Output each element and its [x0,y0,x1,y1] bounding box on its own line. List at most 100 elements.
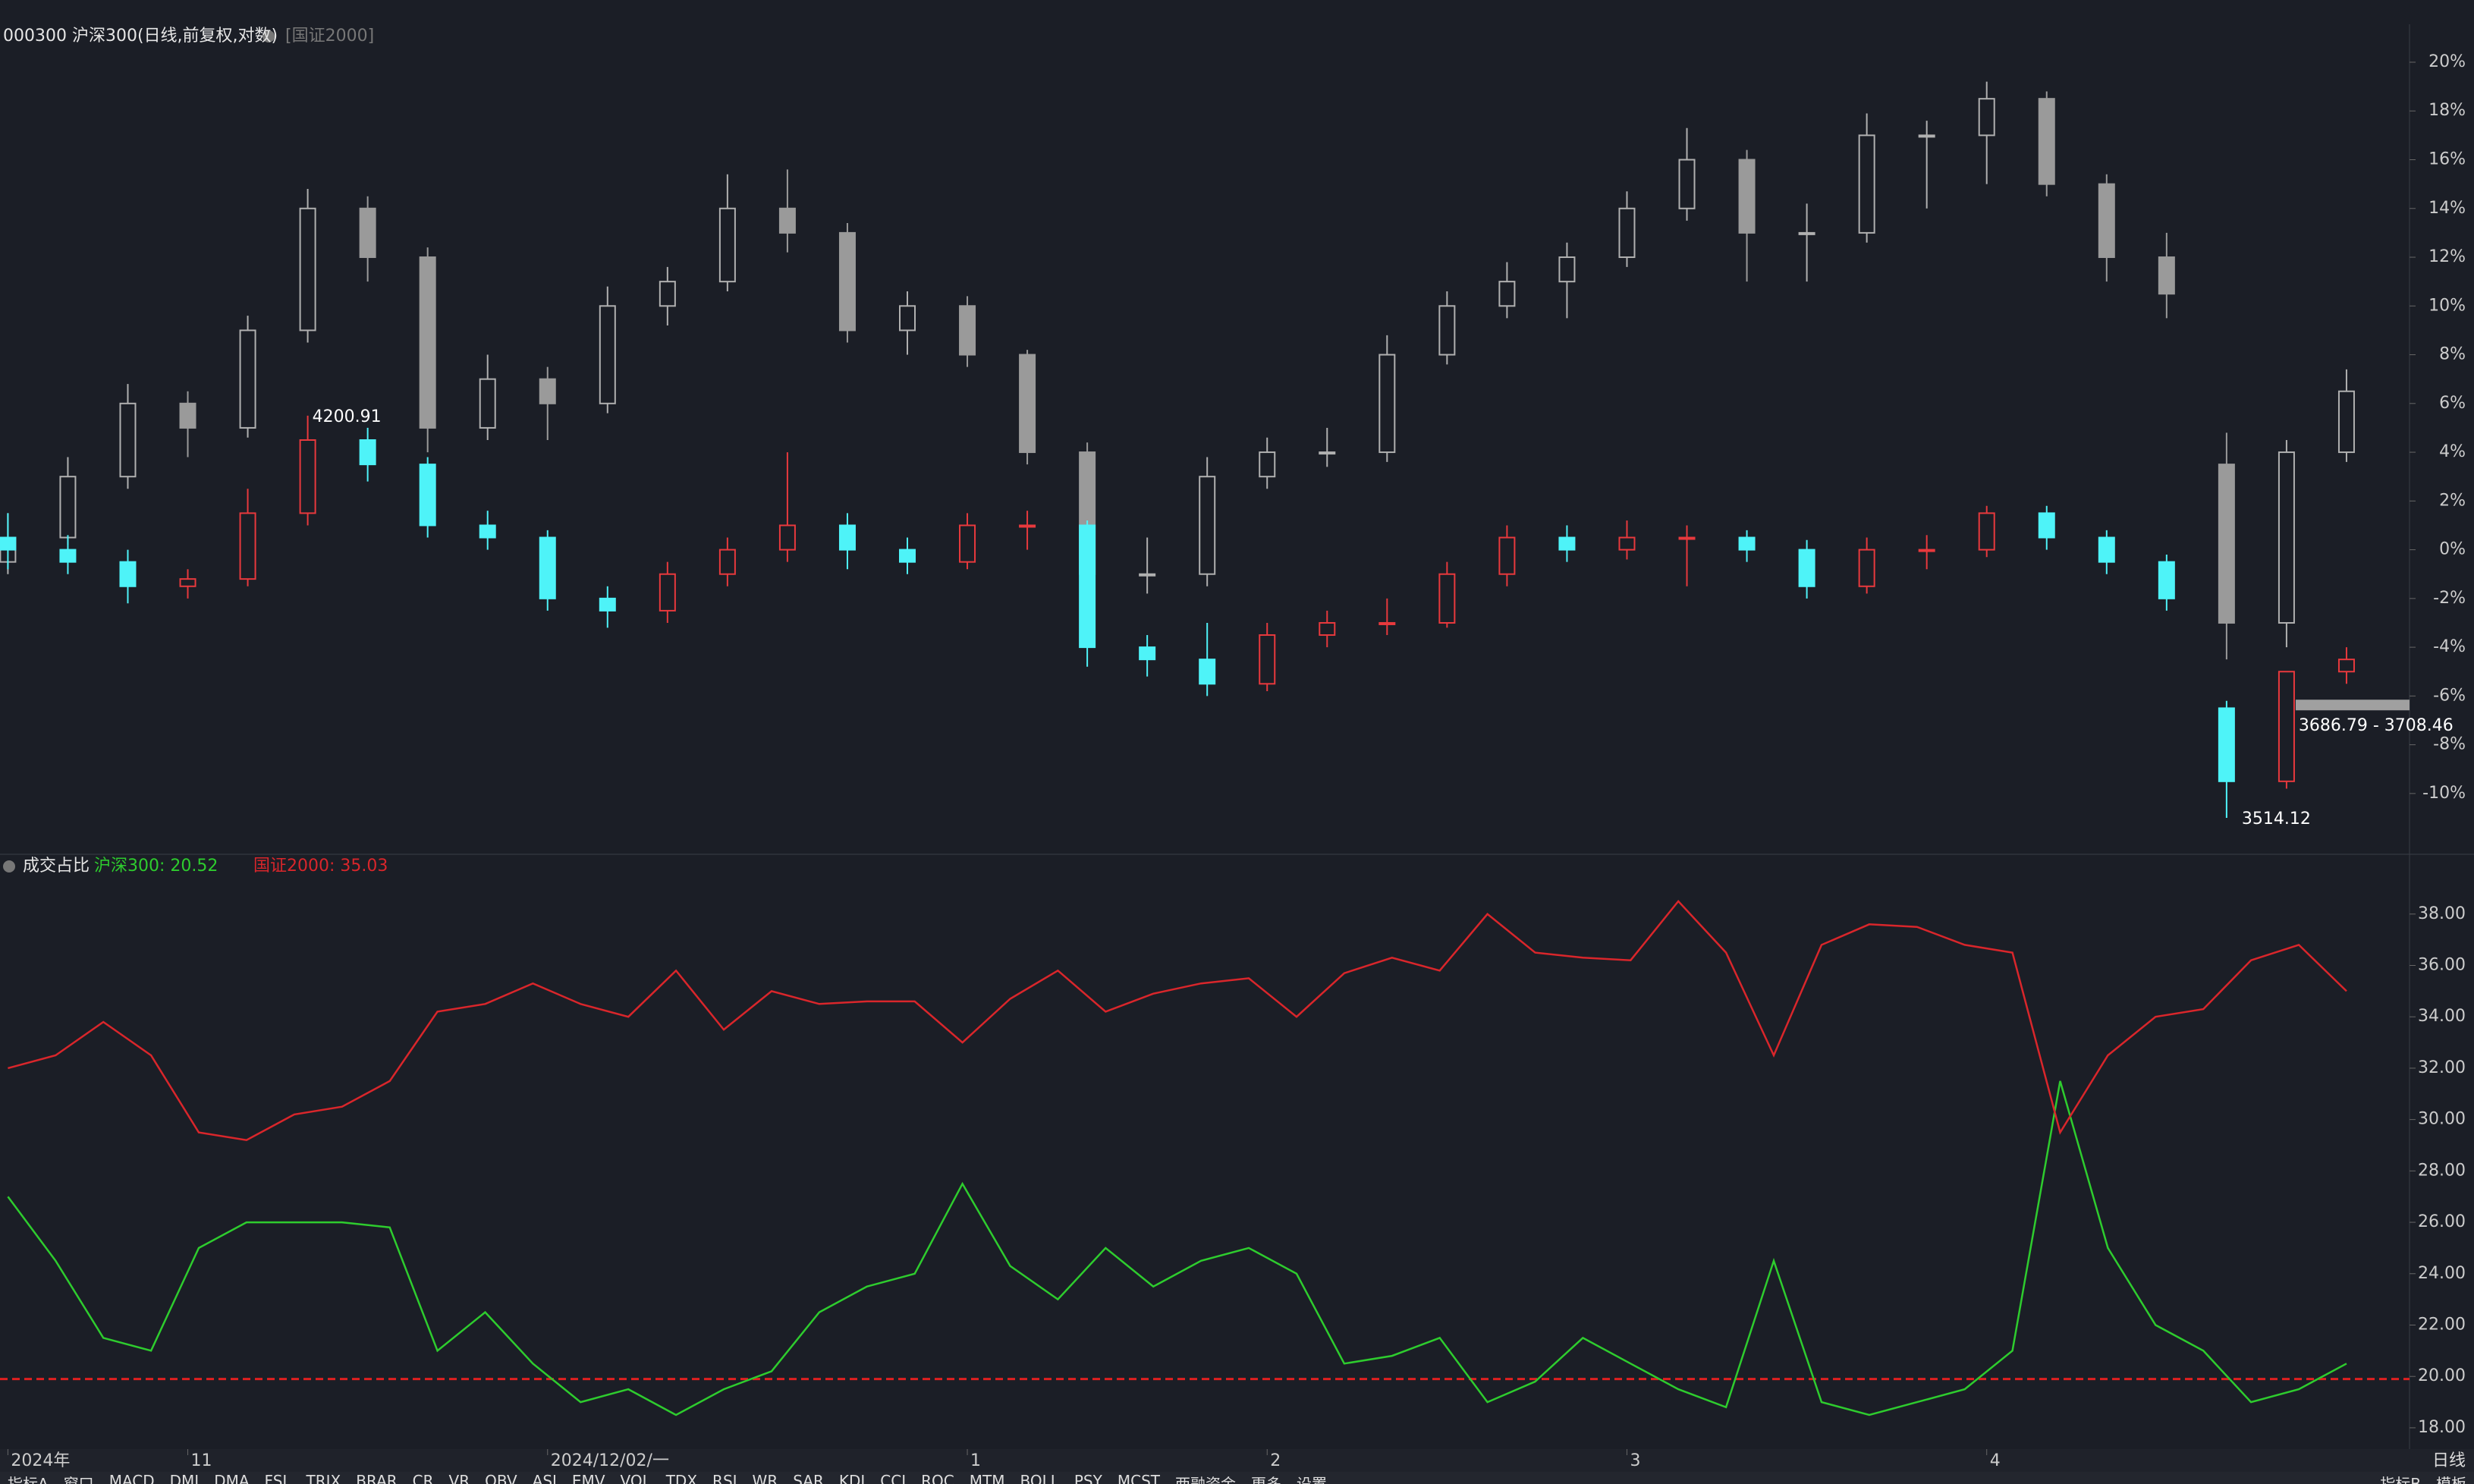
candle-body [1918,549,1935,552]
y-tick-label: 36.00 [2418,955,2466,974]
indicator-button[interactable]: KDJ [838,1472,866,1484]
candle-body [479,524,496,539]
y-tick-label: 24.00 [2418,1264,2466,1283]
candle-body [1498,536,1516,575]
candle-body [1858,549,1875,587]
period-label: 日线 [2432,1451,2466,1470]
indicator-button[interactable]: MACD [108,1472,155,1484]
candle-body [1139,646,1156,661]
candle-body [599,305,616,404]
indicator-button[interactable]: MCST [1117,1472,1160,1484]
candle-body [1378,621,1396,625]
annotation: 3686.79 - 3708.46 [2299,716,2454,735]
indicator-button[interactable]: 更多 [1251,1475,1281,1484]
candle-body [659,573,676,612]
indicator-button[interactable]: PSY [1074,1472,1102,1484]
candle-body [2038,98,2055,185]
range-band [2295,700,2410,711]
indicator-button[interactable]: DMA [214,1472,250,1484]
candle-body [2098,536,2115,563]
indicator-button[interactable]: BOLL [1020,1472,1059,1484]
candle-body [1019,354,1036,454]
y-tick-label: 4% [2439,442,2466,461]
candle-body [59,476,77,539]
indicator-button[interactable]: ASI [532,1472,557,1484]
candle-body [179,402,196,429]
y-tick-label: 2% [2439,491,2466,510]
icon [262,30,275,42]
indicator-button[interactable]: MTM [969,1472,1005,1484]
indicator-button[interactable]: WR [752,1472,778,1484]
candle-body [59,549,77,563]
indicator-button[interactable]: 两融资金 [1175,1475,1236,1484]
candle-body [0,536,17,551]
candle-body [899,305,916,332]
candle-body [1618,207,1636,259]
indicator-button[interactable]: SAR [793,1472,824,1484]
x-tick-label: 3 [1630,1451,1640,1470]
candle-body [299,207,316,332]
y-tick-label: -2% [2433,589,2466,608]
annotation: 3514.12 [2242,810,2311,828]
candle-body [1438,305,1456,356]
indicator-button[interactable]: VOL [620,1472,651,1484]
x-tick-label: 2024/12/02/一 [551,1451,669,1470]
y-tick-label: -6% [2433,686,2466,705]
candle-body [2158,256,2175,295]
indicator-button[interactable]: FSL [264,1472,291,1484]
candle-body [1798,549,1815,587]
y-tick-label: 0% [2439,540,2466,559]
indicator-button[interactable]: EMV [571,1472,605,1484]
candle-body [1378,354,1396,454]
indicator-button[interactable]: 模板 [2436,1475,2466,1484]
indicator-button[interactable]: CR [412,1472,434,1484]
indicator-button[interactable]: BRAR [356,1472,398,1484]
candle-body [1498,281,1516,307]
candle-body [1978,98,1995,137]
candle-body [479,378,496,429]
candle-body [899,549,916,563]
x-tick-label: 2024年 [11,1451,70,1470]
y-tick-label: 22.00 [2418,1315,2466,1334]
indicator-button[interactable]: CCI [880,1472,907,1484]
candle-body [1139,573,1156,577]
legend-label: 国证2000: 35.03 [253,857,388,876]
y-tick-label: 14% [2428,199,2466,218]
indicator-button[interactable]: VR [448,1472,470,1484]
candle-body [2337,390,2355,454]
candle-body [2098,183,2115,259]
chart-subtitle: [国证2000] [285,27,374,46]
candle-body [1319,621,1336,637]
candle-body [1618,536,1636,551]
y-tick-label: 28.00 [2418,1161,2466,1180]
y-tick-label: 34.00 [2418,1007,2466,1026]
candle-body [2278,671,2295,782]
indicator-button[interactable]: 指标A [8,1475,49,1484]
indicator-button[interactable]: OBV [485,1472,517,1484]
line-series [8,899,2347,1142]
y-tick-label: 38.00 [2418,904,2466,923]
indicator-button[interactable]: RSI [712,1472,737,1484]
candle-body [1858,134,1875,234]
indicator-button[interactable]: 设置 [1297,1475,1327,1484]
indicator-button[interactable]: ROC [921,1472,954,1484]
y-tick-label: 32.00 [2418,1058,2466,1077]
candle-body [1558,256,1576,283]
indicator-button[interactable]: TRIX [306,1472,341,1484]
indicator-button[interactable]: 指标B [2380,1475,2421,1484]
bottom-left: 指标A 窗口 MACD DMI DMA FSL TRIX BRAR CR VR OBV ASI EMV V… [0,1472,1334,1484]
candle-body [539,536,556,599]
candle-body [2337,659,2355,673]
candle-body [959,524,976,563]
candle-body [2158,561,2175,599]
candle-body [718,207,736,283]
candle-body [1978,512,1995,551]
candle-body [2278,451,2295,624]
indicator-button[interactable]: DMI [169,1472,200,1484]
icon [3,860,15,872]
candle-body [1738,536,1756,551]
indicator-button[interactable]: TDX [665,1472,698,1484]
indicator-button[interactable]: 窗口 [63,1475,94,1484]
